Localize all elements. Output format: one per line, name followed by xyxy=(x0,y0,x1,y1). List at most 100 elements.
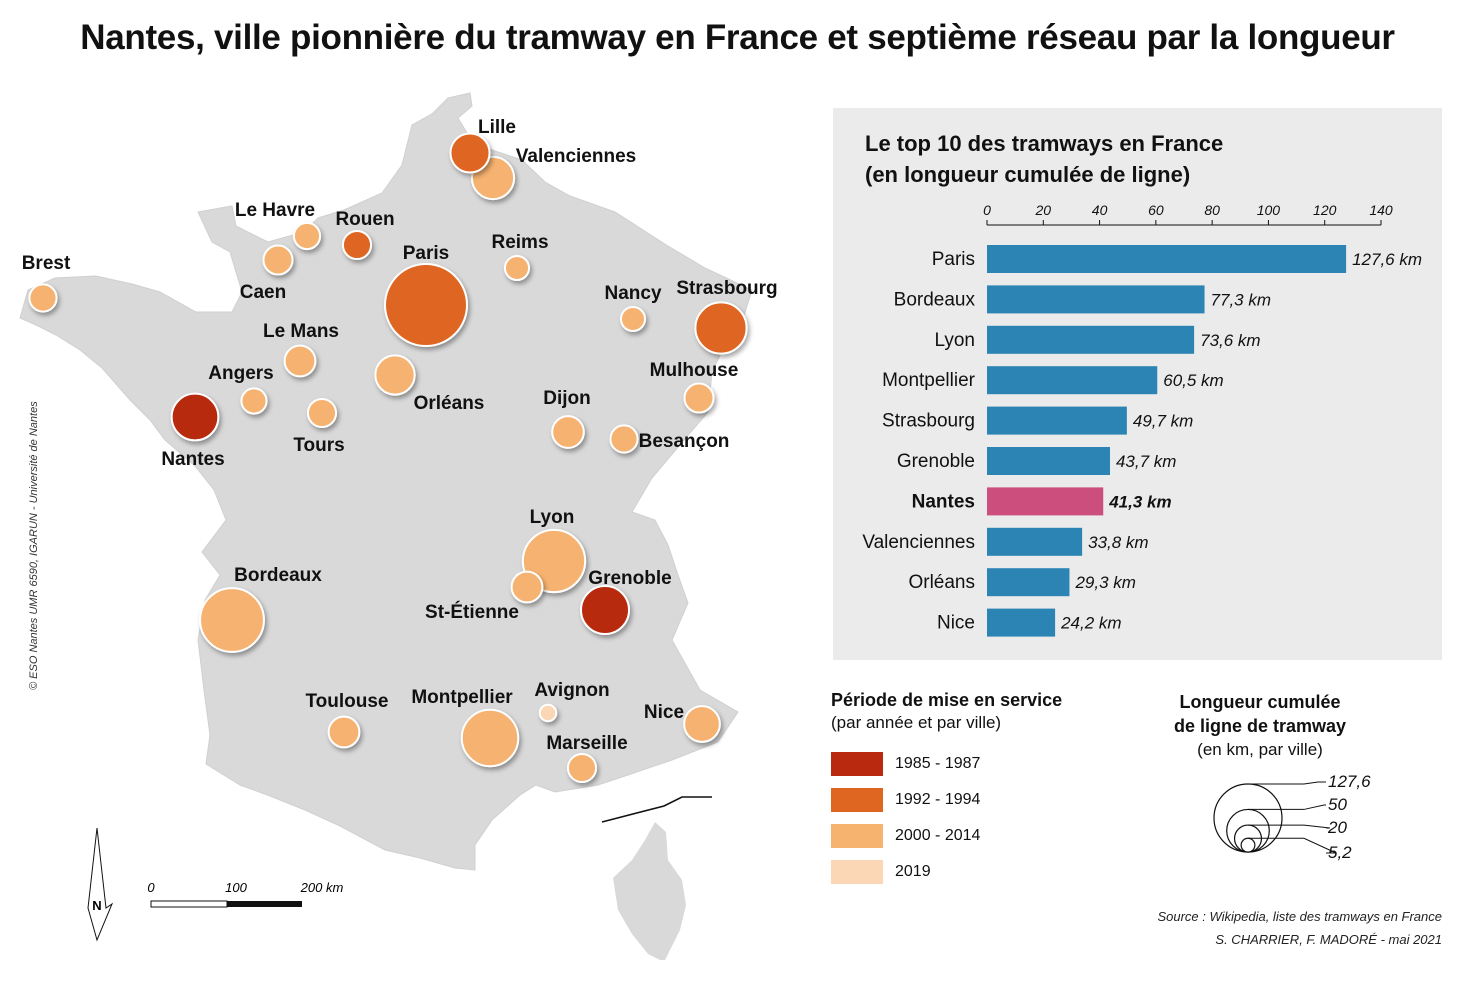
scale-tick-0: 0 xyxy=(147,880,155,895)
city-bubble-le-mans xyxy=(283,344,317,378)
copyright-note: © ESO Nantes UMR 6590, IGARUN - Universi… xyxy=(28,401,40,690)
city-label-reims: Reims xyxy=(491,232,548,253)
size-legend-leader xyxy=(1248,837,1337,854)
swatch-2000-2014 xyxy=(831,824,883,848)
bar-category-label: Nantes xyxy=(912,491,975,512)
city-bubble-nantes xyxy=(170,392,220,442)
bar-value-label: 41,3 km xyxy=(1108,492,1171,511)
x-tick-label: 140 xyxy=(1369,202,1393,218)
city-bubble-brest xyxy=(28,283,58,313)
city-bubble-orleans xyxy=(374,354,416,396)
city-label-avignon: Avignon xyxy=(534,680,609,701)
x-tick-label: 60 xyxy=(1148,202,1164,218)
city-bubble-tours xyxy=(306,397,338,429)
city-label-orleans: Orléans xyxy=(414,393,485,414)
city-label-dijon: Dijon xyxy=(543,388,591,409)
city-bubble-dijon xyxy=(551,415,585,449)
city-bubble-besancon xyxy=(609,424,639,454)
city-bubble-lille xyxy=(449,132,491,174)
city-bubble-rouen xyxy=(341,229,373,261)
chart-title-line2: (en longueur cumulée de ligne) xyxy=(865,162,1191,187)
bar-category-label: Valenciennes xyxy=(862,532,975,553)
legend-size-subtitle: (en km, par ville) xyxy=(1197,740,1323,759)
city-label-strasbourg: Strasbourg xyxy=(676,278,777,299)
north-label: N xyxy=(92,898,101,913)
legend-label-1985: 1985 - 1987 xyxy=(895,755,981,772)
city-bubble-nice xyxy=(683,705,721,743)
city-label-le-mans: Le Mans xyxy=(263,321,339,342)
city-bubble-montpellier xyxy=(460,708,520,768)
x-tick-label: 40 xyxy=(1092,202,1108,218)
bar-category-label: Nice xyxy=(937,613,975,634)
city-label-lille: Lille xyxy=(478,117,516,138)
bar-category-label: Strasbourg xyxy=(882,411,975,432)
legend-item-2000: 2000 - 2014 xyxy=(831,824,980,848)
size-legend-label: 20 xyxy=(1327,818,1347,837)
city-bubble-nancy xyxy=(619,305,647,333)
swatch-1985-1987 xyxy=(831,752,883,776)
source-credit: Source : Wikipedia, liste des tramways e… xyxy=(1157,905,1442,951)
coast-sea-line xyxy=(601,796,712,823)
swatch-2019 xyxy=(831,860,883,884)
size-legend-leader xyxy=(1248,824,1331,829)
legend-period: Période de mise en service (par année et… xyxy=(831,690,1151,884)
bar-valenciennes xyxy=(987,527,1083,556)
city-bubble-reims xyxy=(503,254,531,282)
x-tick-label: 100 xyxy=(1257,202,1281,218)
bar-value-label: 60,5 km xyxy=(1163,371,1223,390)
city-bubble-paris xyxy=(384,263,468,347)
city-bubble-avignon xyxy=(538,703,558,723)
city-label-valenciennes: Valenciennes xyxy=(516,146,636,167)
bar-value-label: 43,7 km xyxy=(1116,452,1176,471)
legend-label-2000: 2000 - 2014 xyxy=(895,827,981,844)
bar-category-label: Orléans xyxy=(908,572,975,593)
bar-montpellier xyxy=(987,366,1158,395)
legend-label-1992: 1992 - 1994 xyxy=(895,791,981,808)
corsica-shape xyxy=(613,822,686,960)
city-label-marseille: Marseille xyxy=(546,733,627,754)
legend-size-title-2: de ligne de tramway xyxy=(1173,716,1347,736)
city-label-nice: Nice xyxy=(644,702,684,723)
bar-category-label: Lyon xyxy=(935,330,976,351)
bar-chart: 0 20 40 60 80 100 120 140 Paris 127,6 km Bordeaux 7… xyxy=(862,202,1422,637)
city-label-angers: Angers xyxy=(208,363,273,384)
city-label-tours: Tours xyxy=(293,435,344,456)
north-arrow: N xyxy=(87,827,114,942)
city-bubble-caen xyxy=(262,244,294,276)
bar-grenoble xyxy=(987,447,1110,475)
x-tick-label: 80 xyxy=(1204,202,1220,218)
size-legend-leader xyxy=(1248,804,1326,810)
city-label-nantes: Nantes xyxy=(161,449,224,470)
city-label-st-etienne: St-Étienne xyxy=(425,601,519,623)
x-tick-label: 120 xyxy=(1313,202,1337,218)
size-legend-label: 5,2 xyxy=(1328,843,1352,862)
city-label-besancon: Besançon xyxy=(639,431,730,452)
swatch-1992-1994 xyxy=(831,788,883,812)
bar-category-label: Paris xyxy=(932,249,975,270)
source-line: Source : Wikipedia, liste des tramways e… xyxy=(1157,909,1442,924)
bar-value-label: 24,2 km xyxy=(1060,614,1121,633)
legend-size: Longueur cumulée de ligne de tramway (en… xyxy=(1140,690,1380,760)
size-legend-label: 127,6 xyxy=(1328,772,1371,791)
legend-period-subtitle: (par année et par ville) xyxy=(831,713,1002,732)
bar-nice xyxy=(987,608,1056,637)
bar-value-label: 33,8 km xyxy=(1088,533,1148,552)
legend-item-1985: 1985 - 1987 xyxy=(831,752,980,776)
x-tick-label: 0 xyxy=(983,202,991,218)
city-bubble-strasbourg xyxy=(694,301,748,355)
legend-item-2019: 2019 xyxy=(831,860,931,884)
city-label-grenoble: Grenoble xyxy=(588,568,671,589)
scale-bar-light xyxy=(150,900,228,908)
north-arrow-icon xyxy=(87,827,114,942)
bar-lyon xyxy=(987,325,1195,354)
bar-orleans xyxy=(987,568,1070,597)
city-bubble-bordeaux xyxy=(199,587,265,653)
chart-title: Le top 10 des tramways en France (en lon… xyxy=(865,128,1223,190)
city-bubble-le-havre xyxy=(292,221,322,251)
size-legend-circle xyxy=(1240,837,1256,853)
city-bubbles xyxy=(28,132,748,784)
legend-label-2019: 2019 xyxy=(895,863,931,880)
city-label-brest: Brest xyxy=(22,253,71,274)
city-label-montpellier: Montpellier xyxy=(411,687,513,708)
